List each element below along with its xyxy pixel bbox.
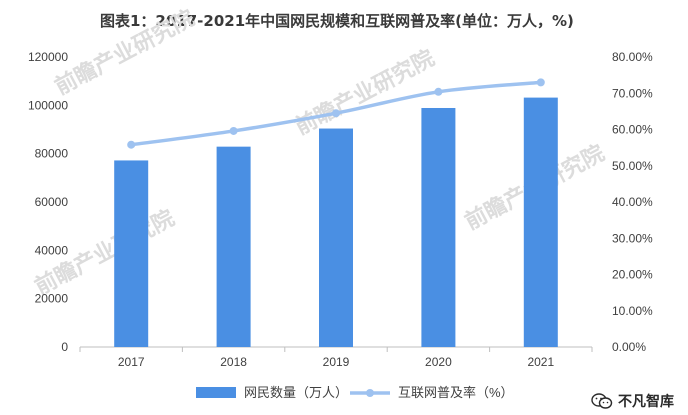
watermark-logo: 不凡智库: [591, 391, 674, 411]
y-right-tick-label: 80.00%: [612, 50, 653, 64]
x-tick-label: 2020: [425, 355, 452, 369]
y-right-tick-label: 60.00%: [612, 123, 653, 137]
x-tick-label: 2021: [527, 355, 554, 369]
bars-layer: [114, 97, 558, 347]
line-layer: [127, 78, 545, 149]
line-point: [229, 126, 238, 135]
bar: [421, 107, 456, 347]
legend: 网民数量（万人） 互联网普及率（%）: [196, 385, 514, 400]
legend-swatch-bar: [196, 387, 236, 398]
y-right-tick-label: 10.00%: [612, 304, 653, 318]
x-tick-label: 2017: [118, 355, 145, 369]
y-left-tick-label: 20000: [35, 292, 69, 306]
line-point: [434, 87, 443, 96]
chart-title: 图表1：2017-2021年中国网民规模和互联网普及率(单位：万人，%): [100, 12, 574, 30]
faint-watermark: 前瞻产业研究院: [51, 5, 199, 99]
legend-label-line: 互联网普及率（%）: [398, 385, 514, 400]
y-right-tick-label: 20.00%: [612, 268, 653, 282]
y-right-tick-label: 50.00%: [612, 159, 653, 173]
axes-layer: 0 20000 40000 60000 80000 100000 120000 0.00% 10…: [28, 50, 653, 369]
bar: [523, 97, 558, 347]
watermark-text: 不凡智库: [618, 394, 674, 410]
line-point: [127, 140, 136, 149]
x-tick-label: 2018: [220, 355, 247, 369]
line-point: [332, 109, 340, 118]
y-left-tick-label: 40000: [35, 243, 69, 257]
bar: [319, 128, 353, 347]
y-right-tick-label: 70.00%: [612, 86, 653, 100]
line-point: [536, 78, 545, 87]
y-left-tick-label: 0: [61, 340, 68, 354]
y-right-tick-label: 40.00%: [612, 195, 653, 209]
y-left-tick-label: 100000: [28, 98, 68, 112]
legend-swatch-marker: [366, 389, 374, 397]
bar: [114, 160, 149, 347]
y-left-tick-label: 60000: [35, 195, 69, 209]
bar: [216, 146, 251, 347]
x-tick-label: 2019: [323, 355, 350, 369]
legend-label-bar: 网民数量（万人）: [244, 385, 348, 400]
faint-watermark: 前瞻产业研究院: [291, 45, 439, 139]
y-left-tick-label: 120000: [28, 50, 68, 64]
y-right-tick-label: 30.00%: [612, 231, 653, 245]
y-right-tick-label: 0.00%: [612, 340, 646, 354]
wechat-icon: [591, 392, 613, 410]
y-left-tick-label: 80000: [35, 147, 69, 161]
